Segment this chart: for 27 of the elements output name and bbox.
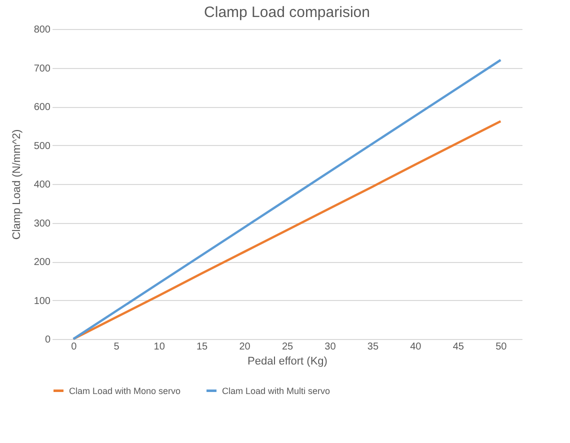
- x-tick-label: 30: [324, 342, 336, 352]
- x-tick-label: 45: [452, 342, 464, 352]
- x-tick-label: 20: [239, 342, 251, 352]
- y-tick-label: 600: [34, 102, 51, 113]
- chart-title: Clamp Load comparision: [204, 4, 370, 21]
- line-series: [72, 120, 502, 340]
- y-tick-label: 500: [34, 140, 51, 152]
- y-tick-label: 200: [34, 257, 51, 268]
- y-tick-label: 0: [44, 334, 51, 346]
- x-tick-label: 40: [410, 342, 422, 352]
- x-tick-label: 50: [496, 342, 508, 352]
- y-axis-title: Clamp Load (N/mm^2): [10, 129, 23, 240]
- x-tick-label: 0: [71, 342, 78, 352]
- y-tick-label: 300: [34, 218, 51, 230]
- y-tick-label: 800: [34, 24, 51, 36]
- x-tick-label: 25: [282, 342, 294, 352]
- y-tick-label: 700: [34, 63, 51, 74]
- line-series: [72, 58, 502, 340]
- x-tick-label: 5: [114, 342, 120, 352]
- y-tick-label: 100: [34, 296, 51, 307]
- x-axis-title: Pedal effort (Kg): [248, 356, 328, 368]
- x-tick-label: 10: [154, 342, 166, 352]
- legend-label: Clam Load with Multi servo: [222, 386, 330, 396]
- x-tick-label: 35: [367, 342, 379, 352]
- x-tick-label: 15: [196, 342, 208, 352]
- legend-label: Clam Load with Mono servo: [69, 386, 181, 396]
- y-tick-label: 400: [34, 180, 51, 190]
